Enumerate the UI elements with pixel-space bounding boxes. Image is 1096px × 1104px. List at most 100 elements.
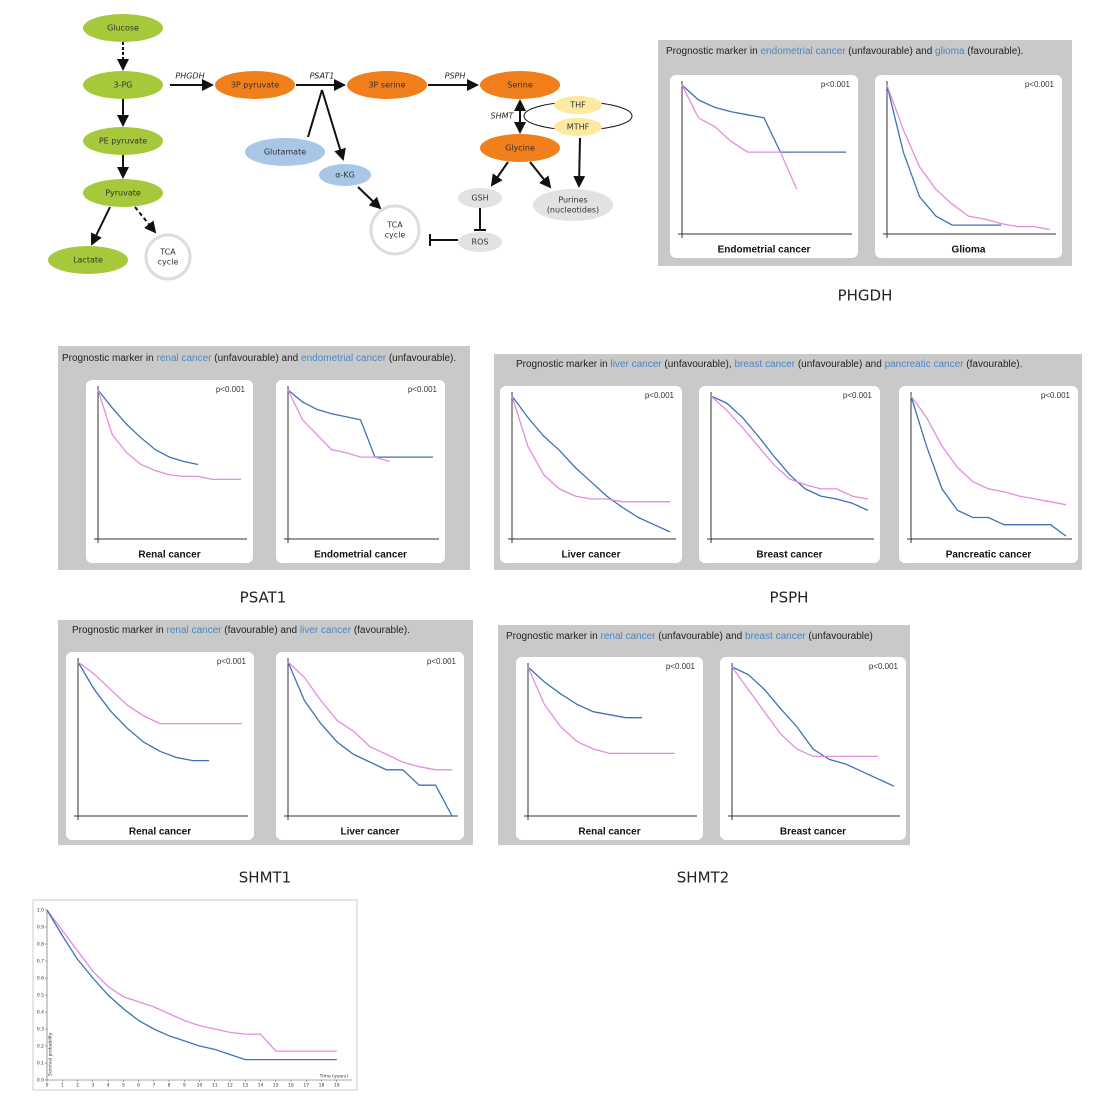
- y-tick-label: 0.2: [37, 1044, 44, 1050]
- node-label: 3-PG: [114, 81, 133, 90]
- header-part: (unfavourable) and: [656, 631, 746, 642]
- arrow: [573, 137, 586, 188]
- km-panel: [86, 380, 253, 563]
- p-value: p<0.001: [427, 657, 457, 666]
- header-part: (unfavourable): [806, 631, 873, 642]
- figure-header: Prognostic marker in renal cancer (unfav…: [506, 631, 873, 642]
- node-label: THF: [569, 101, 586, 110]
- x-tick-label: 15: [273, 1083, 279, 1089]
- km-curve: [681, 84, 798, 190]
- node: [554, 118, 602, 136]
- y-tick-label: 0.3: [37, 1027, 44, 1033]
- p-value: p<0.001: [1041, 391, 1071, 400]
- line-series: [46, 909, 337, 1061]
- km-curve: [710, 395, 869, 511]
- node-label: Purines: [558, 196, 587, 205]
- figure-panel: Prognostic marker in renal cancer (unfav…: [58, 346, 470, 570]
- node-label: Glutamate: [264, 148, 306, 157]
- header-part: Prognostic marker in: [516, 359, 610, 370]
- km-panel: [276, 380, 445, 563]
- header-part: glioma: [935, 46, 965, 57]
- x-tick-label: 14: [258, 1083, 264, 1089]
- node: [83, 14, 163, 42]
- pathway-arrows: [90, 42, 633, 246]
- header-part: (unfavourable).: [386, 353, 456, 364]
- km-panel: [899, 386, 1078, 563]
- node-label: 3P serine: [368, 81, 405, 90]
- x-tick-label: 13: [242, 1083, 248, 1089]
- node-label: Glycine: [505, 144, 535, 153]
- node-label: GSH: [471, 194, 488, 203]
- cycle-node: [369, 204, 421, 256]
- figure-panel: Prognostic marker in liver cancer (unfav…: [494, 354, 1082, 570]
- p-value: p<0.001: [217, 657, 247, 666]
- node-label: PE pyruvate: [99, 137, 147, 146]
- y-tick-label: 0.0: [37, 1078, 44, 1084]
- p-value: p<0.001: [645, 391, 675, 400]
- node: [83, 179, 163, 207]
- x-tick-label: 17: [303, 1083, 309, 1089]
- y-tick-label: 0.8: [37, 942, 44, 948]
- header-part: liver cancer: [300, 625, 352, 636]
- panel-label: Endometrial cancer: [314, 550, 407, 561]
- pathway: Glucose 3-PG PE pyruvate Pyruvate Lactate TCA…: [48, 14, 613, 281]
- km-curve: [511, 395, 671, 533]
- x-tick-label: 0: [46, 1083, 49, 1089]
- x-tick-label: 6: [137, 1083, 140, 1089]
- km-panel: [875, 75, 1062, 258]
- node: [319, 164, 371, 186]
- arrow: [307, 89, 323, 138]
- chart: 0.00.10.20.30.40.50.60.70.80.91.00 1 2 3 4 5 6…: [32, 899, 358, 1091]
- x-tick-label: 19: [334, 1083, 340, 1089]
- y-tick-label: 0.7: [37, 959, 44, 965]
- node-label: TCA: [386, 221, 403, 230]
- km-curve: [77, 661, 242, 725]
- x-tick-label: 4: [107, 1083, 110, 1089]
- x-tick-label: 5: [122, 1083, 125, 1089]
- x-tick-label: 18: [319, 1083, 325, 1089]
- x-tick-label: 8: [168, 1083, 171, 1089]
- p-value: p<0.001: [666, 662, 696, 671]
- km-curve: [731, 666, 878, 758]
- figure-caption: PHGDH: [838, 287, 893, 305]
- node-label: MTHF: [567, 123, 590, 132]
- node-label: (nucleotides): [547, 206, 599, 215]
- header-part: Prognostic marker in: [72, 625, 166, 636]
- y-tick-label: 0.9: [37, 925, 44, 931]
- figure-header: Prognostic marker in renal cancer (unfav…: [62, 353, 456, 364]
- p-value: p<0.001: [869, 662, 899, 671]
- p-value: p<0.001: [216, 385, 246, 394]
- header-part: Prognostic marker in: [506, 631, 600, 642]
- p-value: p<0.001: [408, 385, 438, 394]
- header-part: renal cancer: [600, 631, 656, 642]
- y-tick-label: 0.1: [37, 1061, 44, 1067]
- x-tick-label: 12: [227, 1083, 233, 1089]
- km-curve: [886, 84, 1051, 231]
- header-part: (unfavourable) and: [212, 353, 302, 364]
- km-panel: [670, 75, 858, 258]
- km-curve: [287, 389, 390, 463]
- node-label: TCA: [159, 248, 176, 257]
- p-value: p<0.001: [1025, 80, 1055, 89]
- km-curve: [886, 84, 1002, 226]
- x-axis-label: Time (years): [319, 1074, 349, 1080]
- node-label: 3P pyruvate: [231, 81, 279, 90]
- y-tick-label: 0.4: [37, 1010, 44, 1016]
- figure-caption: SHMT2: [677, 869, 729, 887]
- figure-caption: PSPH: [770, 589, 809, 607]
- km-curve: [731, 666, 895, 787]
- node: [480, 134, 560, 162]
- km-curve: [910, 395, 1067, 537]
- header-part: pancreatic cancer: [885, 359, 965, 370]
- header-part: Prognostic marker in: [666, 46, 760, 57]
- x-tick-label: 10: [197, 1083, 203, 1089]
- panel-label: Liver cancer: [562, 550, 621, 561]
- km-panel: [66, 652, 254, 840]
- panel-label: Pancreatic cancer: [946, 550, 1032, 561]
- arrow: [529, 161, 552, 189]
- km-curve: [77, 661, 210, 762]
- km-panel: [516, 657, 703, 840]
- y-axis-label: Survival probability: [48, 1032, 54, 1076]
- km-curve: [527, 666, 675, 755]
